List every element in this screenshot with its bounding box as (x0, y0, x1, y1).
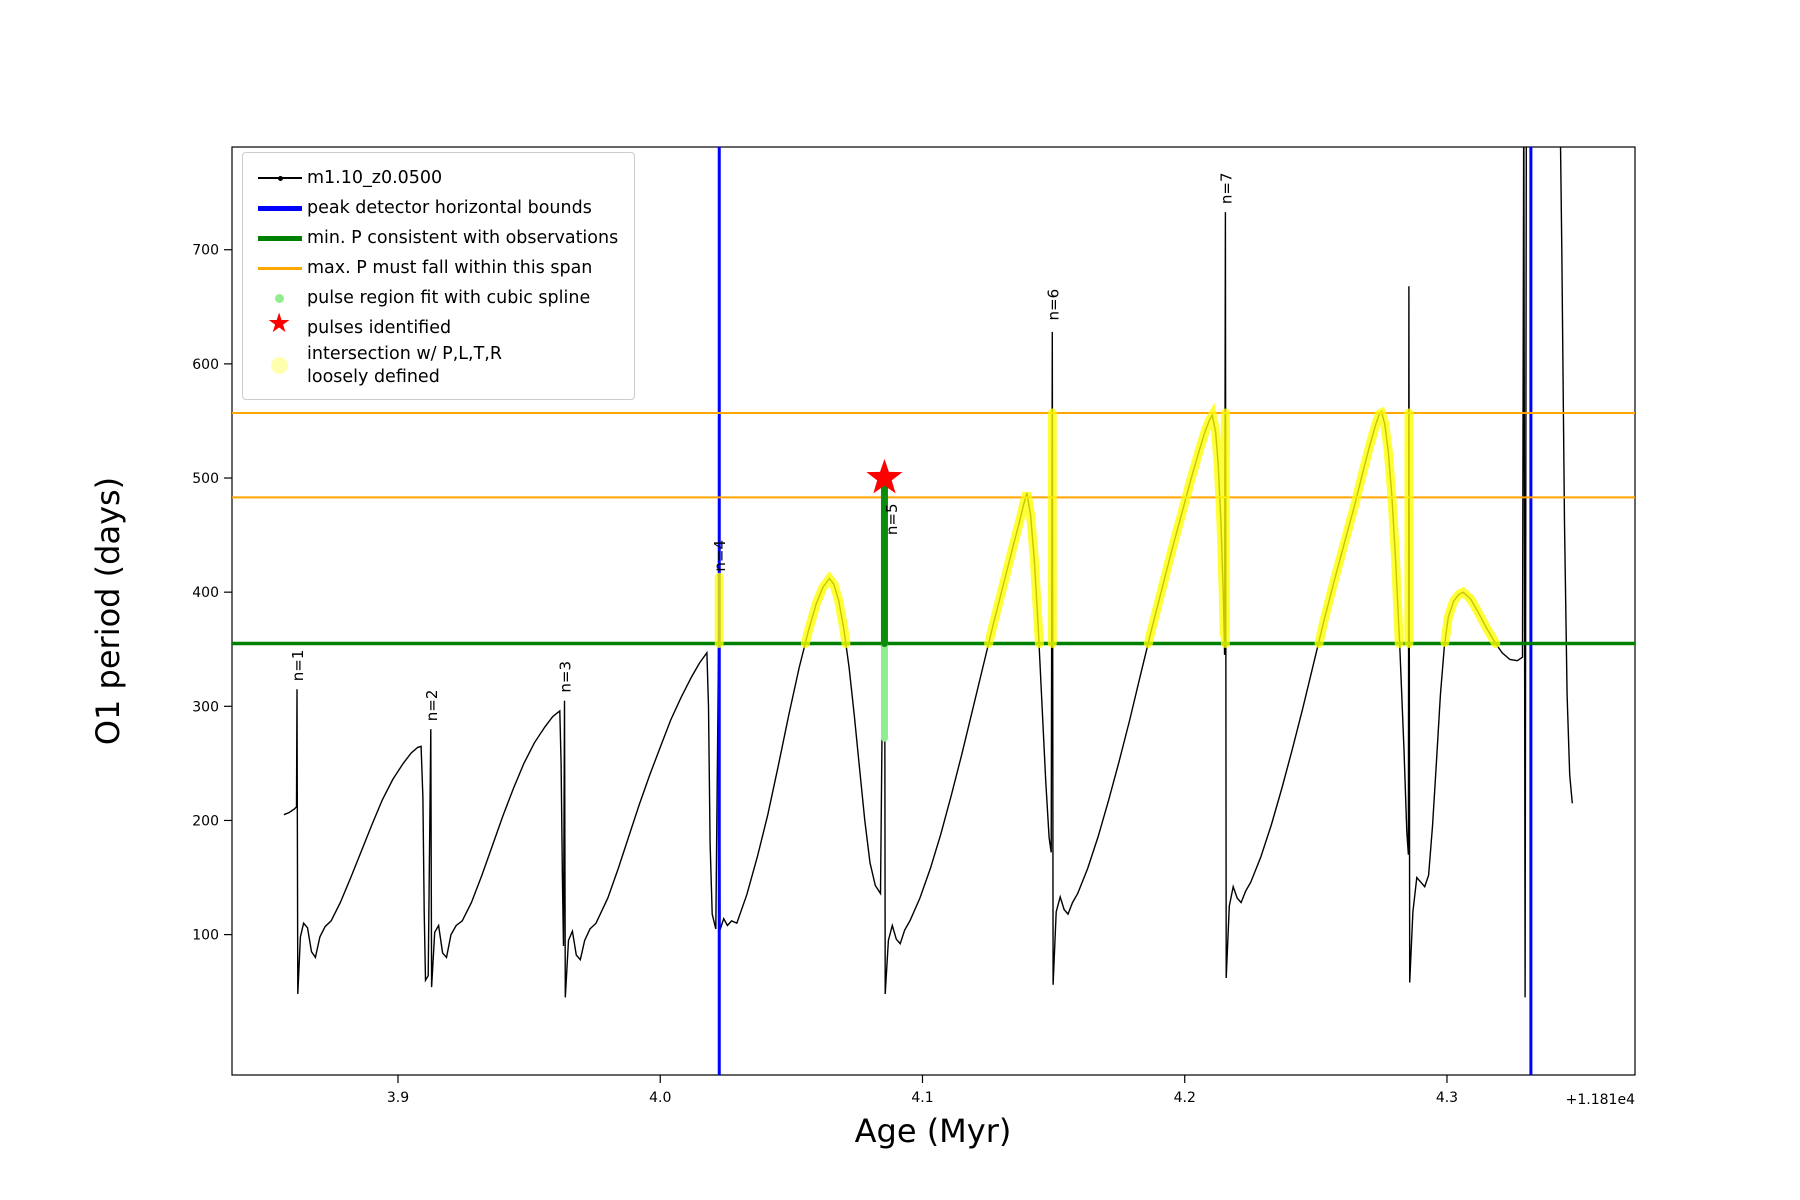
legend-item: min. P consistent with observations (253, 223, 618, 253)
y-tick-label: 500 (192, 471, 219, 487)
pulse-annotation: n=2 (423, 690, 441, 722)
x-axis-label: Age (Myr) (854, 1112, 1012, 1150)
intersection-segment (1440, 586, 1501, 648)
legend-symbol-star-icon: ★ (267, 308, 292, 339)
x-tick-label: 4.3 (1436, 1090, 1458, 1106)
y-tick-label: 700 (192, 243, 219, 259)
axis-ticks: 3.9 4.0 4.1 4.2 4.3 100 200 300 400 500 600 700 (192, 243, 1458, 1106)
x-tick-label: 4.1 (911, 1090, 933, 1106)
legend-item: pulse region fit with cubic spline (253, 283, 618, 313)
legend-label: min. P consistent with observations (307, 227, 619, 248)
legend-label: max. P must fall within this span (307, 257, 593, 278)
legend-symbol-dot-big-icon (253, 351, 307, 381)
pulse-star-marker (866, 459, 903, 494)
legend-symbol-line-thick-icon (253, 193, 307, 223)
legend-symbol-line-dot-icon (253, 163, 307, 193)
legend-symbol-dot-small-icon (253, 283, 307, 313)
intersection-segment (1143, 402, 1229, 648)
y-tick-label: 600 (192, 357, 219, 373)
legend-item: ★ pulses identified (253, 308, 618, 343)
y-tick-label: 100 (192, 928, 219, 944)
legend-label: m1.10_z0.0500 (307, 167, 443, 188)
pulse-annotation: n=7 (1217, 172, 1235, 204)
intersection-segment (984, 491, 1044, 648)
x-tick-label: 3.9 (387, 1090, 409, 1106)
intersection-segment (1314, 406, 1404, 648)
pulse-annotation: n=3 (557, 661, 575, 693)
legend-label: pulses identified (307, 317, 452, 338)
legend-symbol-line-thick-icon (253, 223, 307, 253)
legend-item: peak detector horizontal bounds (253, 193, 618, 223)
y-axis-label: O1 period (days) (89, 476, 127, 746)
annotations: n=1 n=2 n=3 n=4 n=5 n=6 n=7 (289, 172, 1235, 721)
legend-label: intersection w/ P,L,T,R loosely defined (307, 344, 502, 387)
legend-label: peak detector horizontal bounds (307, 197, 592, 218)
pulse-annotation: n=4 (711, 540, 729, 572)
legend-item: max. P must fall within this span (253, 253, 618, 283)
intersection-segment (800, 570, 851, 648)
pulse-annotation: n=1 (289, 650, 307, 682)
legend-symbol-line-thin-icon (253, 253, 307, 283)
pulse-annotation: n=6 (1044, 289, 1062, 321)
x-tick-label: 4.2 (1174, 1090, 1196, 1106)
legend-item: m1.10_z0.0500 (253, 163, 618, 193)
x-tick-label: 4.0 (649, 1090, 671, 1106)
y-tick-label: 300 (192, 699, 219, 715)
intersection-overlay (714, 402, 1501, 648)
pulse-annotation: n=5 (883, 503, 901, 535)
y-tick-label: 400 (192, 585, 219, 601)
axes-frame (231, 146, 1636, 1076)
x-axis-offset-label: +1.181e4 (1565, 1092, 1635, 1108)
legend-item: intersection w/ P,L,T,R loosely defined (253, 343, 618, 389)
y-tick-label: 200 (192, 813, 219, 829)
legend-label: pulse region fit with cubic spline (307, 287, 591, 308)
